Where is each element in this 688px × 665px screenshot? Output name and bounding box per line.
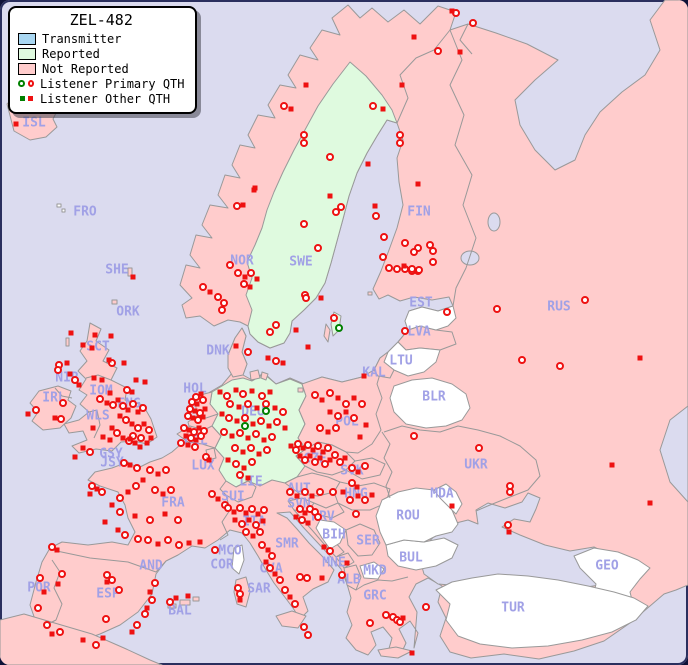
green-square-icon [19,96,25,101]
country-shape-deu [209,373,307,488]
island-sardinia [233,576,251,608]
island-balearic-2 [179,599,191,606]
transmitter-swatch-icon [18,32,36,45]
island-funen [260,371,269,381]
island-zealand [249,369,261,381]
country-shape-blr [389,377,471,429]
red-square-icon [27,96,33,101]
legend-label: Listener Primary QTH [40,76,185,91]
island-aland [367,291,373,296]
country-shape-ser [345,523,381,557]
island-sicily [275,610,307,629]
border-nir-irl [54,387,73,399]
border-fin-nor [396,29,451,124]
country-shape-kal [373,351,395,379]
country-shape-rou [375,487,459,546]
border-fin-rus [449,29,477,307]
island-crete [377,646,413,659]
island-shetland [127,267,133,277]
map-title: ZEL-482 [69,11,133,29]
island-great-britain [63,322,158,454]
legend-box: ZEL-482 Transmitter Reported Not Reporte… [8,6,197,114]
island-oland [323,323,331,343]
legend-label: Transmitter [42,31,122,46]
island-gotland [330,311,342,337]
legend-row-transmitter: Transmitter [18,31,185,46]
legend-row-primary-qth: Listener Primary QTH [18,76,185,91]
legend-label: Reported [42,46,100,61]
legend-label: Listener Other QTH [40,91,171,106]
other-qth-icons [18,96,34,101]
border-scotland-england [85,374,112,381]
island-faroe-1 [56,203,62,208]
border-nor-rus [459,23,473,55]
primary-qth-icons [18,80,34,87]
lake-onega [487,212,501,232]
legend-row-not-reported: Not Reported [18,61,185,76]
country-shape-dnk [227,327,248,378]
island-bornholm [297,387,304,393]
legend-row-reported: Reported [18,46,185,61]
country-shape-tur [435,573,649,649]
red-circle-icon [27,80,34,87]
country-shape-pol [297,369,383,454]
island-balearic-1 [167,603,177,609]
border-fra-esp [51,549,167,573]
island-orkney [111,299,118,305]
not-reported-swatch-icon [18,62,36,75]
lake-ladoga [460,250,480,266]
island-faroe-2 [61,208,66,213]
border-wales-england [88,409,101,439]
country-shape-alb [343,564,362,591]
country-shape-swe [245,61,398,349]
border-grc-north [346,576,409,591]
island-balearic-3 [192,596,200,602]
country-shape-lux [205,447,217,461]
country-shape-mda [433,483,463,515]
reported-swatch-icon [18,47,36,60]
legend-label: Not Reported [42,61,129,76]
country-shape-sui [219,480,257,503]
legend-row-other-qth: Listener Other QTH [18,91,185,106]
border-ukr-west [381,431,393,499]
island-corsica [231,544,245,575]
caspian-sea [659,405,688,503]
country-shape-mkd [359,561,385,580]
green-circle-icon [18,80,25,87]
country-shape-bih [315,519,347,550]
island-hebrides [65,337,70,347]
